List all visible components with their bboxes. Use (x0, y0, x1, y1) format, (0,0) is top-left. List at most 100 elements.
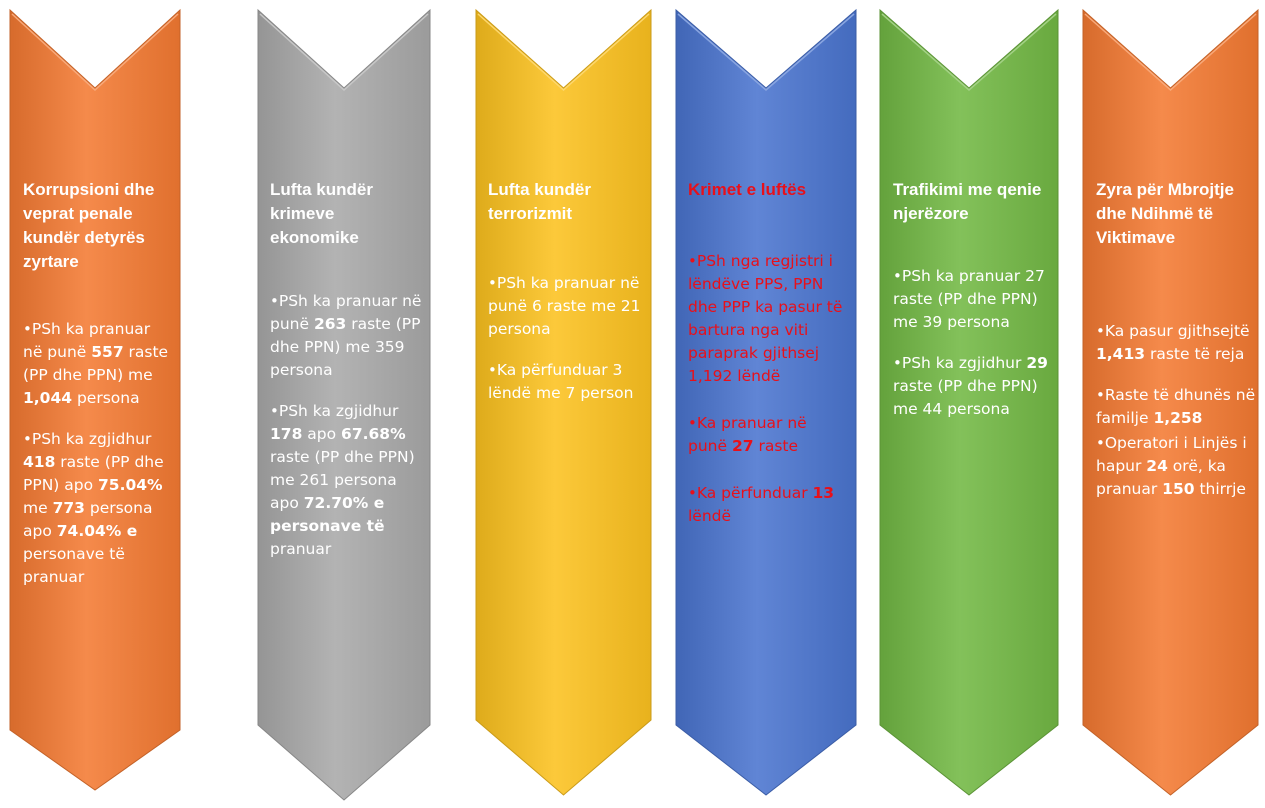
panel-content: Lufta kundër terrorizmit •PSh ka pranuar … (488, 178, 643, 402)
chevron-fill (1082, 8, 1259, 796)
chevron-shape (475, 8, 652, 796)
panel-victims (1082, 0, 1259, 808)
bullet-text: raste (PP dhe PPN) me 359 persona (270, 315, 421, 379)
panel-content: Zyra për Mbrojtje dhe Ndihmë të Viktimav… (1096, 178, 1256, 498)
bullet-dot: • (23, 320, 32, 338)
bullet-dot: • (488, 274, 497, 292)
bullet-figure: 418 (23, 453, 56, 471)
panel-content: Korrupsioni dhe veprat penale kundër det… (23, 178, 171, 586)
bullet-item: •PSh ka pranuar 27 raste (PP dhe PPN) me… (893, 265, 1051, 334)
panel-title: Korrupsioni dhe veprat penale kundër det… (23, 180, 155, 271)
panel-title: Trafikimi me qenie njerëzore (893, 180, 1042, 223)
bullet-item: •Ka pasur gjithsejtë 1,413 raste të reja (1096, 320, 1256, 366)
bullet-item: •Ka pranuar në punë 27 raste (688, 412, 848, 458)
chevron-highlight (881, 13, 1057, 91)
bullet-figure: 27 (731, 437, 754, 455)
bullet-dot: • (23, 430, 32, 448)
chevron-highlight (259, 13, 429, 92)
bullet-item: •PSh ka pranuar në punë 6 raste me 21 pe… (488, 272, 643, 341)
panel-title: Lufta kundër terrorizmit (488, 180, 591, 223)
panel-trafficking (879, 0, 1059, 808)
panel-content: Krimet e luftës •PSh nga regjistri i lënd… (688, 178, 848, 525)
chevron-fill (475, 8, 652, 796)
bullet-dot: • (270, 402, 279, 420)
chevron-shape (879, 8, 1059, 796)
bullet-figure: 263 (313, 315, 347, 333)
bullet-list: •PSh ka pranuar 27 raste (PP dhe PPN) me… (893, 265, 1051, 421)
chevron-highlight (477, 13, 650, 92)
panel-title: Krimet e luftës (688, 180, 807, 199)
bullet-figure: 178 (270, 425, 303, 443)
bullet-dot: • (688, 484, 697, 502)
bullet-list: •PSh ka pranuar në punë 263 raste (PP dh… (270, 290, 422, 561)
bullet-text: Operatori i Linjës i hapur (1096, 434, 1247, 475)
panel-title: Zyra për Mbrojtje dhe Ndihmë të Viktimav… (1096, 180, 1234, 247)
bullet-item: •PSh ka zgjidhur 418 raste (PP dhe PPN) … (23, 428, 171, 589)
bullet-item: •PSh nga regjistri i lëndëve PPS, PPN dh… (688, 250, 848, 388)
bullet-list: •PSh ka pranuar në punë 557 raste (PP dh… (23, 318, 171, 589)
chevron-shape (257, 8, 431, 801)
bullet-text: Ka përfunduar 3 lëndë me 7 person (488, 361, 634, 402)
bullet-text: Ka pasur gjithsejtë (1104, 322, 1250, 340)
bullet-figure: 557 (91, 343, 124, 361)
bullet-text: apo (302, 425, 342, 443)
bullet-item: •Operatori i Linjës i hapur 24 orë, ka p… (1096, 432, 1256, 501)
chevron-fill (257, 8, 431, 801)
bullet-dot: • (1096, 386, 1105, 404)
bullet-figure: 1,258 (1153, 409, 1203, 427)
bullet-item: •PSh ka pranuar në punë 263 raste (PP dh… (270, 290, 422, 382)
bullet-dot: • (688, 252, 697, 270)
bullet-figure: 24 (1146, 457, 1168, 475)
panel-title: Lufta kundër krimeve ekonomike (270, 180, 373, 247)
bullet-figure: 1,413 (1096, 345, 1146, 363)
panel-content: Lufta kundër krimeve ekonomike •PSh ka pr… (270, 178, 422, 558)
bullet-figure: 150 (1162, 480, 1195, 498)
bullet-text: PSh ka pranuar në punë 6 raste me 21 per… (488, 274, 641, 338)
bullet-text: PSh ka zgjidhur (278, 402, 399, 420)
chevron-highlight (677, 13, 855, 91)
bullet-text: Ka pranuar në punë (688, 414, 807, 455)
chevron-fill (9, 8, 181, 791)
bullet-figure: 773 (52, 499, 85, 517)
chevron-highlight (11, 13, 179, 92)
bullet-dot: • (488, 361, 497, 379)
bullet-text: personave të pranuar (23, 545, 125, 586)
bullet-text: raste (PP dhe PPN) me 261 persona apo (270, 448, 415, 512)
bullet-item: •PSh ka zgjidhur 178 apo 67.68% raste (P… (270, 400, 422, 561)
bullet-item: •Ka përfunduar 3 lëndë me 7 person (488, 359, 643, 405)
bullet-text: PSh ka pranuar në punë (23, 320, 151, 361)
bullet-text: PSh nga regjistri i lëndëve PPS, PPN dhe… (688, 252, 843, 385)
bullet-dot: • (1096, 322, 1105, 340)
chevron-shape (675, 8, 857, 796)
bullet-figure: 29 (1026, 354, 1048, 372)
panel-corruption (9, 0, 181, 808)
bullet-text: raste (PP dhe PPN) apo (23, 453, 164, 494)
bullet-text: raste (PP dhe PPN) me (23, 343, 169, 384)
bullet-dot: • (893, 267, 902, 285)
chevron-shape (1082, 8, 1259, 796)
bullet-text: thirrje (1194, 480, 1246, 498)
bullet-item: •Ka përfunduar 13 lëndë (688, 482, 848, 528)
panel-war-crimes (675, 0, 857, 808)
panel-economic (257, 0, 431, 808)
bullet-dot: • (688, 414, 697, 432)
bullet-figure: 74.04% e (56, 522, 138, 540)
bullet-text: PSh ka pranuar 27 raste (PP dhe PPN) me … (893, 267, 1045, 331)
bullet-dot: • (893, 354, 902, 372)
panel-content: Trafikimi me qenie njerëzore •PSh ka pran… (893, 178, 1051, 418)
bullet-list: •Ka pasur gjithsejtë 1,413 raste të reja… (1096, 320, 1256, 501)
bullet-dot: • (270, 292, 279, 310)
bullet-text: persona apo (23, 499, 153, 540)
bullet-text: PSh ka pranuar në punë (270, 292, 422, 333)
chevron-fill (879, 8, 1059, 796)
bullet-item: •PSh ka zgjidhur 29 raste (PP dhe PPN) m… (893, 352, 1051, 421)
bullet-text: Ka përfunduar (696, 484, 813, 502)
bullet-text: raste (753, 437, 799, 455)
bullet-list: •PSh nga regjistri i lëndëve PPS, PPN dh… (688, 250, 848, 528)
bullet-text: raste (PP dhe PPN) me 44 persona (893, 377, 1038, 418)
bullet-text: persona (72, 389, 140, 407)
chevron-shape (9, 8, 181, 791)
bullet-item: •PSh ka pranuar në punë 557 raste (PP dh… (23, 318, 171, 410)
chevron-highlight (1084, 13, 1257, 92)
bullet-figure: 67.68% (341, 425, 406, 443)
